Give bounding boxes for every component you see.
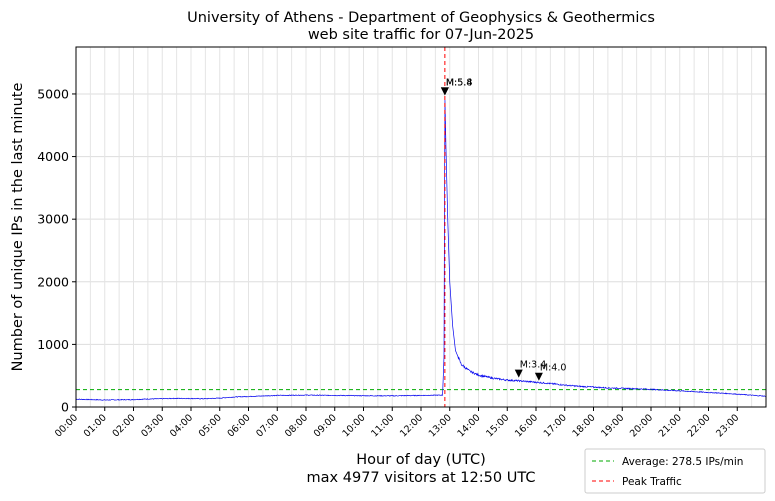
- x-tick-label: 05:00: [197, 412, 224, 439]
- x-tick-label: 10:00: [340, 412, 367, 439]
- chart-subtitle: web site traffic for 07-Jun-2025: [308, 27, 534, 43]
- x-tick-label: 13:00: [427, 412, 454, 439]
- x-tick-label: 08:00: [283, 412, 310, 439]
- earthquake-marker-label: M:5.4: [446, 77, 473, 88]
- traffic-series-line: [75, 99, 767, 401]
- earthquake-marker: [534, 372, 543, 381]
- earthquake-marker-label: M:5.8: [446, 77, 473, 88]
- plot-frame: [75, 46, 767, 408]
- x-tick-label: 23:00: [714, 412, 741, 439]
- y-axis-label: Number of unique IPs in the last minute: [10, 83, 26, 372]
- earthquake-marker: [440, 87, 449, 96]
- x-tick-label: 02:00: [110, 412, 137, 439]
- earthquake-marker-label: M:4.0: [540, 363, 567, 374]
- earthquake-marker-label: M:3.4: [520, 360, 547, 371]
- x-tick-label: 15:00: [484, 412, 511, 439]
- x-tick-label: 01:00: [82, 412, 109, 439]
- x-tick-label: 00:00: [53, 412, 80, 439]
- x-tick-label: 18:00: [570, 412, 597, 439]
- y-axis-ticks: 0 1000 2000 3000 4000 5000: [37, 86, 76, 415]
- x-axis-sublabel: max 4977 visitors at 12:50 UTC: [307, 470, 536, 486]
- y-tick-label: 0: [61, 400, 69, 415]
- x-axis-ticks: 00:00 01:00 02:00 03:00 04:00 05:00 06:00 07:00…: [53, 407, 741, 439]
- x-tick-label: 22:00: [685, 412, 712, 439]
- x-axis-label: Hour of day (UTC): [356, 452, 485, 468]
- legend-average-label: Average: 278.5 IPs/min: [622, 456, 743, 468]
- x-tick-label: 12:00: [398, 412, 425, 439]
- x-tick-label: 19:00: [599, 412, 626, 439]
- grid-lines: [75, 47, 767, 408]
- x-tick-label: 07:00: [254, 412, 281, 439]
- earthquake-marker: [514, 369, 523, 378]
- legend-box: [584, 448, 766, 494]
- x-tick-label: 21:00: [657, 412, 684, 439]
- y-tick-label: 3000: [37, 212, 69, 227]
- legend-peak-label: Peak Traffic: [622, 476, 682, 488]
- x-tick-label: 11:00: [369, 412, 396, 439]
- earthquake-markers: M:5.8M:5.4 M:3.4M:4.0: [440, 77, 567, 381]
- chart-title: University of Athens - Department of Geo…: [187, 10, 655, 26]
- x-tick-label: 16:00: [513, 412, 540, 439]
- x-tick-label: 06:00: [225, 412, 252, 439]
- x-tick-label: 09:00: [312, 412, 339, 439]
- legend: Average: 278.5 IPs/min Peak Traffic: [584, 448, 766, 494]
- x-tick-label: 17:00: [542, 412, 569, 439]
- x-tick-label: 04:00: [168, 412, 195, 439]
- y-tick-label: 1000: [37, 337, 69, 352]
- y-tick-label: 2000: [37, 274, 69, 289]
- x-tick-label: 03:00: [139, 412, 166, 439]
- x-tick-label: 20:00: [628, 412, 655, 439]
- x-tick-label: 14:00: [455, 412, 482, 439]
- y-tick-label: 5000: [37, 86, 69, 101]
- y-tick-label: 4000: [37, 149, 69, 164]
